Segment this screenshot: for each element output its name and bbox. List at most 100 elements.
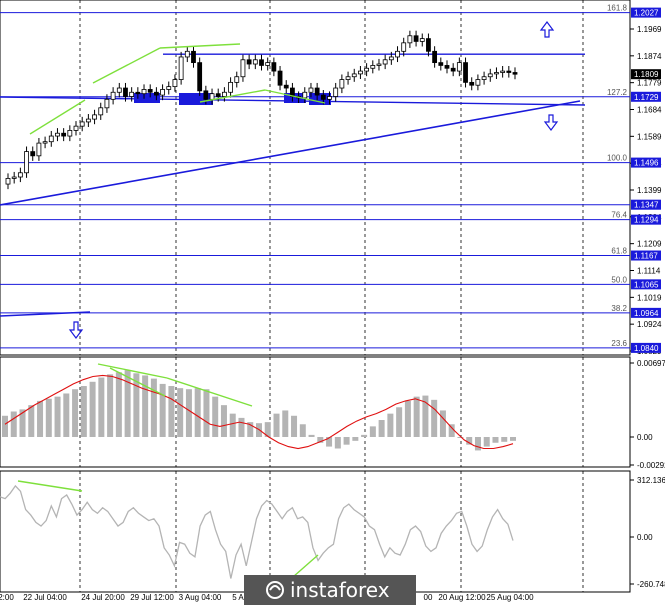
current-price-label: 1.1809 [634,70,659,79]
session-separators [79,0,584,592]
fib-price-label: 1.1496 [634,159,659,168]
candle [481,71,487,85]
candle [450,63,456,77]
price-tick-label: 1.1019 [637,293,662,302]
macd-bar [37,400,44,437]
macd-bar [326,437,333,447]
divergence-line-1 [29,99,86,135]
cci-divergence-line-1 [17,480,83,492]
cci-axis: 312.1363 0.00 -260.7482 [630,476,665,589]
divergence-line-3 [159,43,241,49]
macd-bar [212,396,219,437]
price-tick-label: 1.1399 [637,186,662,195]
macd-bar [291,415,298,437]
candle [135,87,141,99]
time-tick-label: 29 Jul 12:00 [130,593,174,602]
candle [339,74,345,94]
candle [314,82,320,101]
macd-bar [89,381,96,437]
price-candles [5,30,518,190]
candle [116,82,122,98]
macd-bar [299,424,306,437]
macd-bar [133,373,140,437]
macd-bar [474,437,481,451]
candle [172,74,178,92]
candle [413,30,419,47]
candle [358,66,363,79]
macd-bar [413,396,420,437]
time-tick-label: 24 Jul 20:00 [81,593,125,602]
macd-tick-label: 0.00 [637,433,653,442]
candle [487,68,493,82]
macd-bar [72,389,79,437]
candle [240,54,246,82]
fib-price-label: 1.1294 [634,216,659,225]
macd-divergence-line-2 [166,377,253,407]
divergence-line-4 [199,89,266,103]
candle [153,87,159,101]
macd-bar [422,395,429,437]
logo-text: instaforex [290,578,390,602]
fib-price-badge [631,342,661,353]
candle [277,66,283,91]
time-tick-label: 3 Aug 04:00 [179,593,222,602]
macd-axis: 0.00697 0.00 -0.00292 [630,359,665,470]
support-zone-3 [284,93,306,103]
cci-panel [0,470,631,593]
macd-divergence-lines [97,363,253,407]
candle [376,58,382,71]
macd-bar [54,396,61,437]
fib-price-badge [631,214,661,225]
candle [500,66,506,78]
candle [444,60,450,74]
lower-trend-line [0,311,91,317]
candle [351,68,357,82]
candle [512,67,518,80]
time-tick-label: 5 A [232,593,244,602]
fib-price-label: 1.1167 [634,252,658,261]
macd-bar [387,413,394,437]
candle [327,91,332,105]
candle [246,54,252,70]
fib-ratio-label: 100.0 [607,154,628,163]
macd-tick-label: 0.00697 [637,359,665,368]
macd-bar [2,415,8,437]
fib-price-badge [631,279,661,290]
candle [370,60,376,74]
price-tick-label: 1.1589 [637,132,662,141]
price-tick-label: 1.0924 [637,320,662,329]
fib-price-label: 1.2027 [634,9,659,18]
macd-bar [361,434,368,437]
macd-signal-line [4,374,514,450]
candle [388,51,394,65]
candle [401,37,407,57]
candle [166,81,172,95]
candle [104,94,110,113]
instaforex-logo: instaforex [244,575,416,605]
macd-bar [220,405,227,437]
macd-bar [124,370,131,437]
macd-bar [334,437,341,449]
macd-bar [457,437,464,438]
fib-ratio-label: 161.8 [607,4,628,13]
candle [67,125,73,142]
macd-bar [115,372,122,437]
divergence-line-2 [92,47,161,84]
candle [222,87,227,102]
time-axis: 2:00 22 Jul 04:00 24 Jul 20:00 29 Jul 12:00… [0,593,534,602]
price-tick-label: 1.1779 [637,79,662,88]
candle [215,88,221,102]
time-tick-label: 2:00 [0,593,14,602]
candle [234,71,240,88]
cci-tick-label: 0.00 [637,533,653,542]
trend-line [0,100,581,206]
fib-price-label: 1.1347 [634,201,659,210]
price-tick-label: 1.1209 [637,240,662,249]
cci-tick-label: 312.1363 [637,476,665,485]
fib-price-badge [631,199,661,210]
macd-bar [466,437,473,445]
candle [438,57,444,71]
cci-line [0,484,514,579]
candle [5,173,11,190]
